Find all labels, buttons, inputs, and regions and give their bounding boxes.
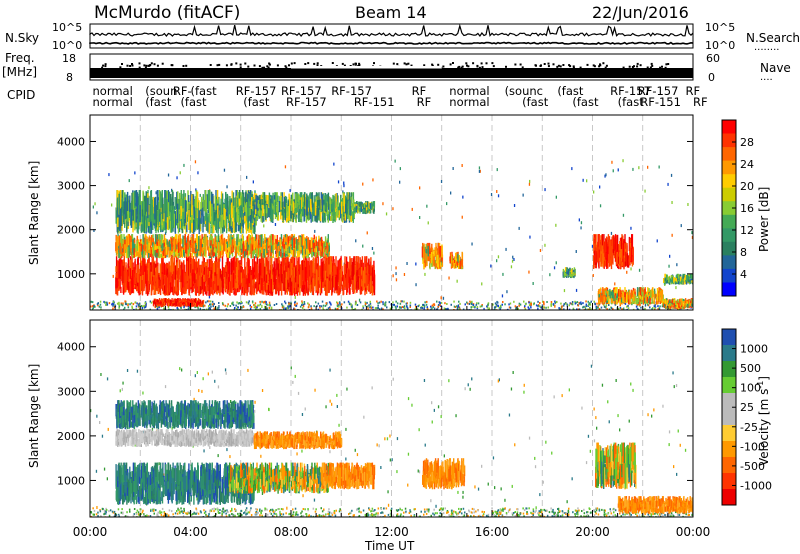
cpid-entry: (fast <box>145 95 172 109</box>
x-tick-label: 20:00 <box>575 525 610 539</box>
cpid-entry: normal <box>449 84 489 98</box>
y-tick-label: 4000 <box>57 341 85 354</box>
colorbar-tick-label: -1000 <box>740 479 772 492</box>
cpid-label: CPID <box>7 88 35 102</box>
colorbar-tick-label: 500 <box>740 362 761 375</box>
velocity-y-label: Slant Range [km] <box>27 364 41 468</box>
power-colorbar-label: Power [dB] <box>757 187 771 252</box>
colorbar-tick-label: 16 <box>740 202 754 215</box>
cpid-entry: (sounc <box>505 84 543 98</box>
y-tick-label: 4000 <box>57 135 85 148</box>
cpid-entry: RF- <box>173 84 192 98</box>
colorbar-tick-label: -25 <box>740 421 758 434</box>
colorbar-tick-label: 25 <box>740 401 754 414</box>
cpid-entry: RF-157 <box>610 84 651 98</box>
nave-scale-bottom: 0 <box>708 71 715 84</box>
y-tick-label: 2000 <box>57 430 85 443</box>
colorbar-tick-label: 8 <box>740 246 747 259</box>
cpid-entry: (fast <box>522 95 549 109</box>
noise-scale-bottom-right: 10^0 <box>705 39 735 52</box>
nsky-trace <box>89 23 694 38</box>
x-axis-label: Time UT <box>364 539 415 553</box>
cpid-entry: RF-157 <box>281 84 322 98</box>
velocity-panel: 1000 2000 3000 4000 <box>57 319 694 518</box>
freq-scale-top: 18 <box>62 52 76 65</box>
power-colorbar: 28 24 20 16 12 8 4 <box>721 119 754 297</box>
station-title: McMurdo (fitACF) <box>94 3 240 23</box>
x-tick-label: 16:00 <box>475 525 510 539</box>
noise-scale-bottom: 10^0 <box>52 39 82 52</box>
x-tick-label: 00:00 <box>73 525 108 539</box>
cpid-entry: (fast <box>243 95 270 109</box>
x-tick-label: 00:00 <box>676 525 711 539</box>
nsearch-label: N.Search <box>746 31 800 45</box>
cpid-entry: RF <box>693 95 708 109</box>
velocity-colorbar: 1000 500 100 25 -25 -100 -500 -1000 <box>721 328 772 506</box>
date-title: 22/Jun/2016 <box>592 3 689 22</box>
freq-label: Freq. <box>5 51 35 65</box>
y-tick-label: 3000 <box>57 180 85 193</box>
colorbar-tick-label: 1000 <box>740 343 768 356</box>
nave-dots: .... <box>760 72 773 83</box>
colorbar-tick-label: 28 <box>740 136 754 149</box>
y-tick-label: 2000 <box>57 224 85 237</box>
colorbar-tick-label: -100 <box>740 440 765 453</box>
beam-title: Beam 14 <box>355 3 427 22</box>
noise-panel: 10^5 10^0 10^5 10^0 <box>52 21 735 52</box>
mhz-label: [MHz] <box>2 65 37 79</box>
cpid-entry: RF-157 <box>331 84 372 98</box>
power-panel: 1000 2000 3000 4000 <box>57 114 694 311</box>
colorbar-tick-label: 100 <box>740 382 761 395</box>
cpid-entry: (soun <box>145 84 177 98</box>
noise-scale-top: 10^5 <box>52 21 82 34</box>
nsky-label: N.Sky <box>5 31 39 45</box>
colorbar-tick-label: 24 <box>740 158 754 171</box>
cpid-entry: RF <box>412 84 427 98</box>
x-tick-label: 12:00 <box>374 525 409 539</box>
y-tick-label: 3000 <box>57 385 85 398</box>
colorbar-tick-label: 4 <box>740 268 747 281</box>
cpid-entry: normal <box>93 84 133 98</box>
cpid-entry: (fast <box>180 95 207 109</box>
colorbar-tick-label: 20 <box>740 180 754 193</box>
cpid-entry: RF-157 <box>236 84 277 98</box>
y-tick-label: 1000 <box>57 474 85 487</box>
nsearch-trace <box>89 41 694 45</box>
cpid-entry: RF-157 <box>638 84 679 98</box>
power-y-label: Slant Range [km] <box>27 161 41 265</box>
freq-nave-panel: 18 8 60 0 <box>62 52 720 84</box>
freq-scale-bottom: 8 <box>66 71 73 84</box>
cpid-entry: RF-151 <box>354 95 395 109</box>
cpid-entry: normal <box>93 95 133 109</box>
x-tick-label: 08:00 <box>274 525 309 539</box>
colorbar-tick-label: -500 <box>740 460 765 473</box>
cpid-entry: normal <box>449 95 489 109</box>
cpid-entry: RF <box>685 84 700 98</box>
velocity-colorbar-label: Velocity [m s-1] <box>756 376 771 466</box>
cpid-entry: RF-157 <box>286 95 327 109</box>
cpid-entry: RF-151 <box>640 95 681 109</box>
y-tick-label: 1000 <box>57 268 85 281</box>
cpid-entry: (fast <box>572 95 599 109</box>
nave-band <box>90 68 693 78</box>
nave-scale-top: 60 <box>706 52 720 65</box>
cpid-entry: (fast <box>618 95 645 109</box>
noise-scale-top-right: 10^5 <box>705 21 735 34</box>
x-tick-label: 04:00 <box>173 525 208 539</box>
nsearch-dots: ........ <box>754 42 779 53</box>
colorbar-tick-label: 12 <box>740 224 754 237</box>
cpid-entry: (fast <box>191 84 218 98</box>
cpid-entry: (fast <box>557 84 584 98</box>
nave-label: Nave <box>760 61 791 75</box>
x-tick-labels: 00:00 04:00 08:00 12:00 16:00 20:00 00:00 <box>73 525 711 539</box>
cpid-entry: RF <box>417 95 432 109</box>
